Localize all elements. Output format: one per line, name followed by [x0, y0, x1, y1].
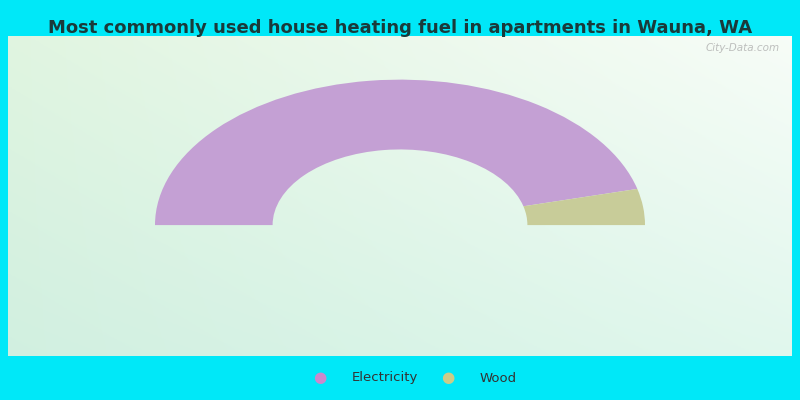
Text: ●: ● — [442, 370, 454, 386]
Text: City-Data.com: City-Data.com — [706, 43, 780, 53]
Wedge shape — [155, 80, 638, 225]
Text: Wood: Wood — [480, 372, 517, 384]
Text: Electricity: Electricity — [352, 372, 418, 384]
Wedge shape — [523, 189, 645, 225]
Text: Most commonly used house heating fuel in apartments in Wauna, WA: Most commonly used house heating fuel in… — [48, 19, 752, 37]
Text: ●: ● — [314, 370, 326, 386]
